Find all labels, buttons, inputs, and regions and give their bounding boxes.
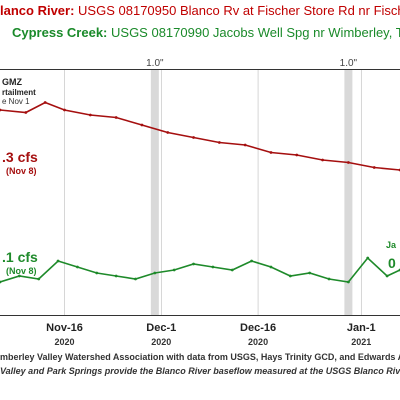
cypress-creek-gauge: USGS 08170990 Jacobs Well Spg nr Wimberl…	[111, 25, 400, 40]
cypress-creek-point	[134, 277, 137, 281]
blanco-river-point	[140, 123, 144, 127]
curtailment-label: rtailment	[2, 88, 36, 97]
blanco-river-point	[372, 166, 376, 169]
curtailment-date: e Nov 1	[2, 97, 30, 106]
gmz-label: GMZ	[2, 77, 22, 87]
blanco-river-header: lanco River: USGS 08170950 Blanco Rv at …	[0, 2, 400, 19]
x-tick-label: Dec-1	[146, 322, 176, 334]
rain-label: 1.0"	[146, 58, 164, 69]
blanco-river-point	[269, 151, 273, 154]
cypress-creek-point	[288, 274, 292, 278]
cypress-creek-point	[56, 259, 60, 263]
cypress-creek-point	[0, 280, 2, 284]
jacobs-well-value: 0	[388, 255, 396, 271]
cypress-creek-point	[230, 268, 234, 272]
cypress-flow-annotation: .1 cfs	[2, 249, 38, 265]
blanco-river-point	[0, 108, 2, 112]
blanco-river-point	[321, 158, 324, 162]
cypress-creek-point	[366, 256, 370, 260]
x-tick-year: 2021	[351, 337, 371, 347]
jacobs-well-label: Ja	[386, 240, 397, 250]
blanco-river-point	[114, 116, 118, 119]
x-tick-year: 2020	[151, 337, 171, 347]
cypress-creek-point	[250, 259, 254, 263]
blanco-flow-date: (Nov 8)	[6, 166, 37, 176]
cypress-creek-point	[192, 262, 195, 266]
rain-band	[150, 70, 159, 315]
cypress-creek-point	[346, 280, 350, 284]
cypress-creek-point	[114, 274, 118, 278]
rain-band	[344, 70, 353, 315]
blanco-river-point	[346, 161, 350, 164]
cypress-creek-point	[172, 268, 176, 272]
plot-frame	[0, 69, 400, 316]
x-tick-label: Nov-16	[46, 322, 83, 334]
blanco-river-point	[166, 131, 170, 134]
cypress-creek-point	[327, 277, 331, 281]
x-tick-year: 2020	[55, 337, 75, 347]
blanco-river-point	[243, 143, 247, 147]
blanco-river-point	[217, 141, 221, 144]
x-tick-year: 2020	[248, 337, 268, 347]
blanco-river-point	[192, 136, 195, 139]
blanco-flow-annotation: .3 cfs	[2, 149, 38, 165]
blanco-river-point	[24, 111, 28, 114]
blanco-river-point	[43, 101, 47, 104]
rain-label: 1.0"	[340, 58, 358, 69]
cypress-creek-line	[0, 256, 400, 283]
footer-note: Valley and Park Springs provide the Blan…	[0, 366, 400, 376]
cypress-flow-date: (Nov 8)	[6, 266, 37, 276]
blanco-river-gauge: USGS 08170950 Blanco Rv at Fischer Store…	[78, 3, 400, 18]
cypress-creek-point	[17, 274, 21, 278]
blanco-river-point	[63, 108, 66, 112]
cypress-creek-point	[37, 277, 41, 281]
blanco-river-point	[88, 113, 92, 117]
cypress-creek-point	[211, 265, 215, 269]
cypress-creek-point	[385, 274, 389, 278]
x-tick-label: Dec-16	[240, 322, 276, 334]
cypress-creek-point	[308, 271, 312, 275]
x-tick-label: Jan-1	[347, 322, 376, 334]
cypress-creek-point	[269, 265, 273, 269]
blanco-river-name: lanco River:	[0, 3, 75, 18]
cypress-creek-header: Cypress Creek: USGS 08170990 Jacobs Well…	[12, 24, 400, 41]
footer-credit: mberley Valley Watershed Association wit…	[0, 352, 400, 362]
cypress-creek-point	[95, 271, 99, 275]
blanco-river-point	[295, 153, 299, 157]
cypress-creek-name: Cypress Creek:	[12, 25, 108, 40]
cypress-creek-point	[76, 265, 79, 269]
blanco-river-line	[0, 101, 400, 171]
cypress-creek-point	[153, 271, 157, 275]
